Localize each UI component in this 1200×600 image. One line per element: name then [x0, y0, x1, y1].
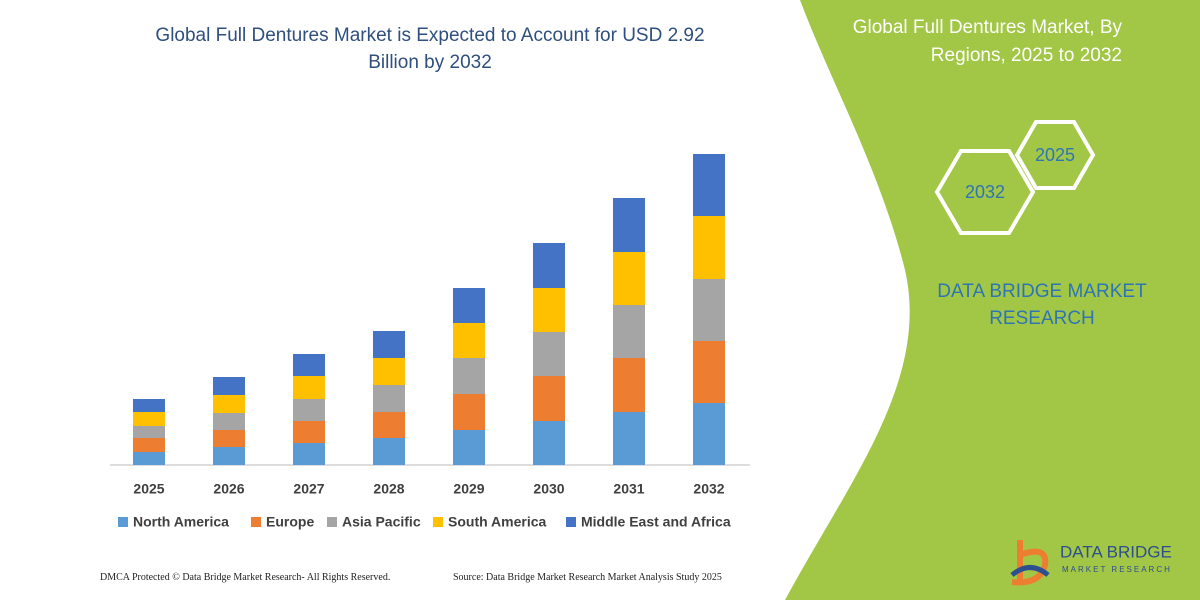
bar-segment: [453, 394, 485, 430]
bar-segment: [133, 438, 165, 452]
bar-segment: [293, 399, 325, 421]
x-tick-label: 2029: [453, 481, 484, 497]
x-tick-label: 2031: [613, 481, 644, 497]
x-tick-label: 2032: [693, 481, 724, 497]
bar-segment: [613, 305, 645, 358]
logo-mark: [1010, 565, 1050, 577]
bar-segment: [693, 279, 725, 341]
bar-segment: [533, 288, 565, 332]
bar-segment: [133, 399, 165, 412]
bar-segment: [453, 358, 485, 394]
legend-swatch: [327, 517, 337, 527]
x-tick-label: 2030: [533, 481, 564, 497]
hexagon-label: 2032: [965, 182, 1005, 202]
bar-segment: [533, 376, 565, 421]
bar-segment: [613, 198, 645, 252]
bar-segment: [213, 377, 245, 395]
bar-segment: [293, 354, 325, 376]
bar-segment: [453, 430, 485, 465]
legend-label: Asia Pacific: [342, 514, 421, 530]
bar-segment: [693, 154, 725, 216]
bar-segment: [693, 216, 725, 279]
bar-segment: [693, 403, 725, 465]
bar-segment: [613, 252, 645, 305]
logo-mark: [1011, 540, 1049, 586]
brand-name: DATA BRIDGE MARKET RESEARCH: [937, 281, 1147, 329]
x-tick-label: 2028: [373, 481, 404, 497]
bar-segment: [213, 395, 245, 413]
legend-label: Middle East and Africa: [581, 514, 731, 530]
x-tick-label: 2025: [133, 481, 164, 497]
panel-title: Global Full Dentures Market, By Regions,…: [852, 17, 1122, 66]
logo-name: DATA BRIDGE: [1060, 542, 1172, 561]
bar-segment: [373, 412, 405, 438]
legend-swatch: [433, 517, 443, 527]
legend-swatch: [251, 517, 261, 527]
bar-segment: [373, 331, 405, 358]
logo-tagline: MARKET RESEARCH: [1062, 565, 1172, 574]
legend-label: South America: [448, 514, 546, 530]
hexagon: [1014, 120, 1096, 190]
side-panel: [785, 0, 1200, 600]
bar-segment: [453, 323, 485, 358]
bar-segment: [133, 426, 165, 438]
bar-segment: [293, 421, 325, 443]
bar-segment: [533, 243, 565, 288]
x-tick-label: 2026: [213, 481, 244, 497]
bar-segment: [213, 447, 245, 465]
footer-note: DMCA Protected © Data Bridge Market Rese…: [100, 572, 391, 583]
chart-title: Global Full Dentures Market is Expected …: [155, 25, 705, 73]
bar-segment: [693, 341, 725, 403]
bar-segment: [373, 438, 405, 465]
bar-segment: [373, 385, 405, 412]
bar-segment: [213, 413, 245, 430]
bar-segment: [213, 430, 245, 447]
hexagon-label: 2025: [1035, 145, 1075, 165]
legend-swatch: [118, 517, 128, 527]
bar-segment: [533, 421, 565, 465]
bar-segment: [133, 412, 165, 426]
legend-label: North America: [133, 514, 229, 530]
bar-segment: [293, 443, 325, 465]
bar-segment: [453, 288, 485, 323]
bar-segment: [133, 452, 165, 465]
x-tick-label: 2027: [293, 481, 324, 497]
bar-segment: [613, 412, 645, 465]
bar-segment: [533, 332, 565, 376]
bar-segment: [613, 358, 645, 412]
bar-segment: [373, 358, 405, 385]
bar-segment: [293, 376, 325, 399]
hexagon: [934, 149, 1036, 235]
footer-source: Source: Data Bridge Market Research Mark…: [453, 572, 722, 583]
legend-label: Europe: [266, 514, 314, 530]
legend-swatch: [566, 517, 576, 527]
